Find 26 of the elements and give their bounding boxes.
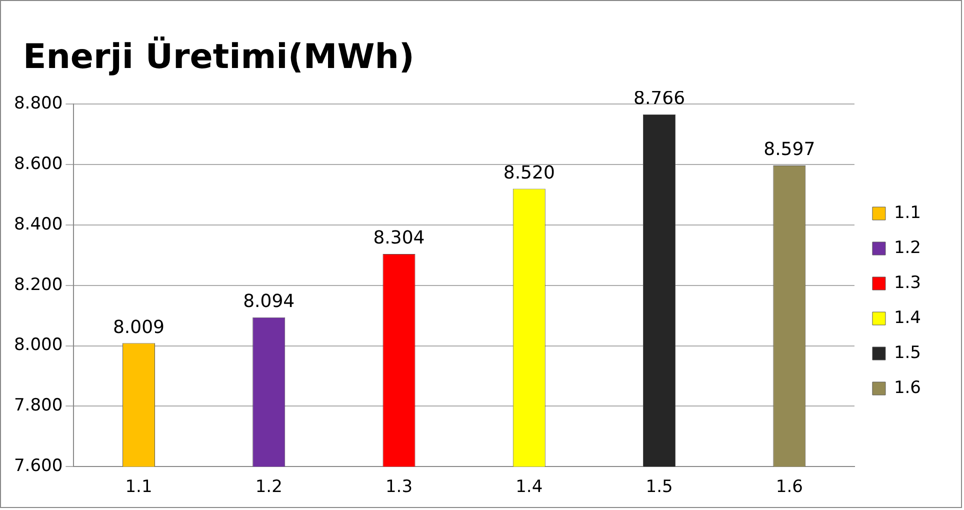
legend-label: 1.5 <box>894 342 922 363</box>
legend-label: 1.2 <box>894 238 922 258</box>
y-tick-label: 8.800 <box>14 94 63 114</box>
x-tick-label: 1.3 <box>385 477 413 498</box>
y-tick-label: 8.000 <box>14 335 63 356</box>
x-tick-label: 1.5 <box>646 477 673 498</box>
x-tick-label: 1.4 <box>516 477 543 498</box>
data-label: 8.094 <box>243 291 295 312</box>
legend-label: 1.3 <box>894 272 922 293</box>
y-tick-label: 8.400 <box>14 214 63 234</box>
y-tick-label: 8.200 <box>14 274 63 295</box>
x-tick-label: 1.2 <box>255 477 282 498</box>
data-label: 8.766 <box>634 88 686 110</box>
data-label: 8.597 <box>764 139 816 160</box>
y-tick-label: 8.600 <box>14 154 63 174</box>
chart-title: Enerji Üretimi(MWh) <box>23 37 414 77</box>
legend-label: 1.4 <box>894 308 922 328</box>
data-label: 8.009 <box>112 316 164 338</box>
legend-label: 1.6 <box>894 378 922 398</box>
y-tick-label: 7.600 <box>14 456 63 476</box>
x-tick-label: 1.1 <box>125 477 152 498</box>
y-tick-label: 7.800 <box>14 396 63 416</box>
x-tick-label: 1.6 <box>776 477 803 498</box>
data-label: 8.520 <box>503 162 555 184</box>
data-label: 8.304 <box>373 228 425 249</box>
legend-label: 1.1 <box>894 202 922 223</box>
